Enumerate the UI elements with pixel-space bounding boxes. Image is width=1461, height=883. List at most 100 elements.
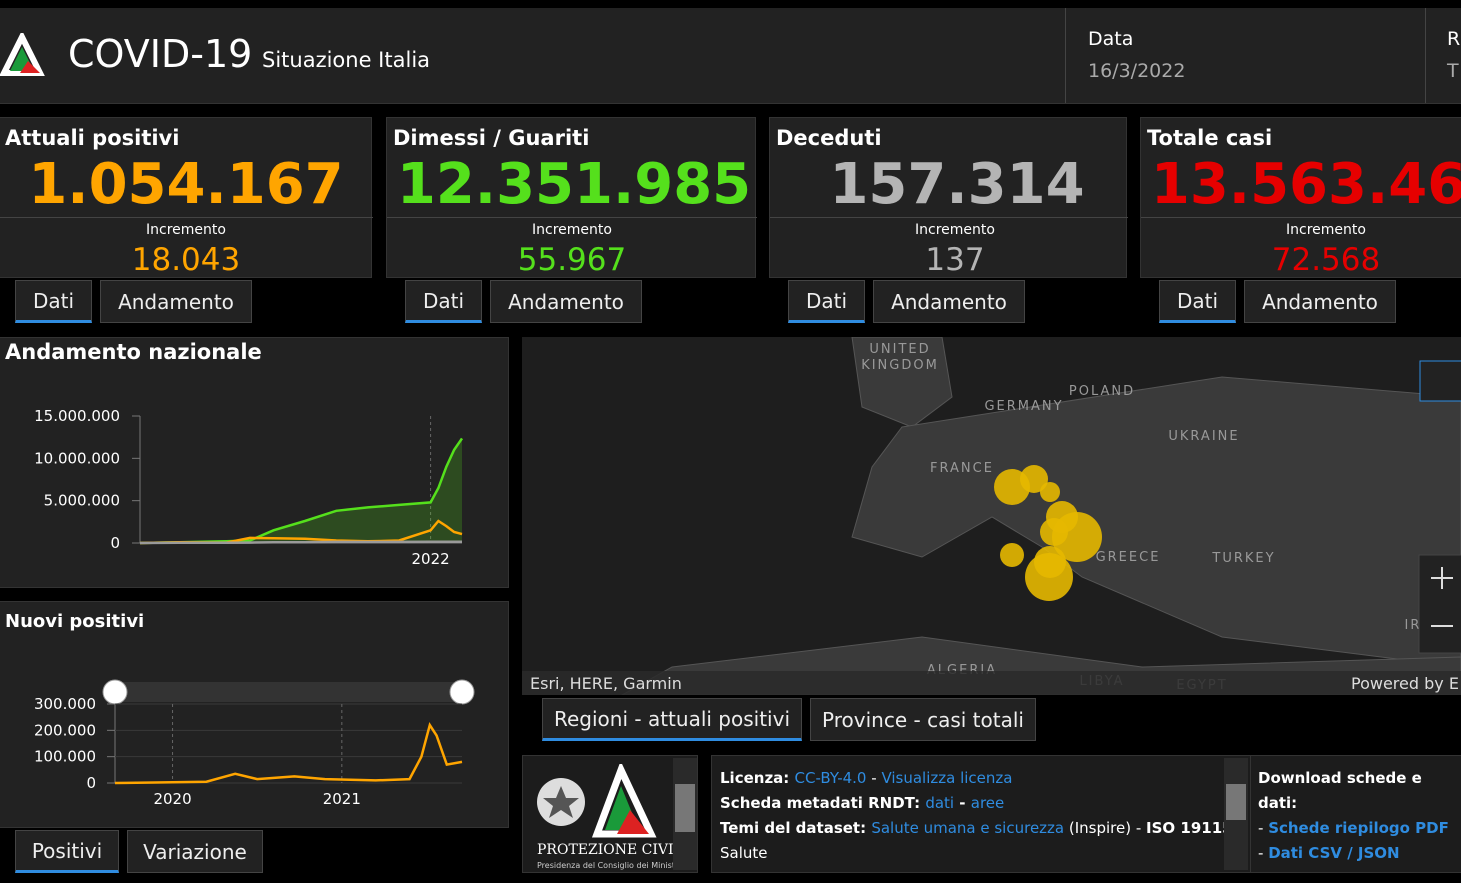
map-label: TURKEY xyxy=(1211,551,1275,566)
series-line xyxy=(139,540,462,545)
info-line: Temi del dataset: Salute umana e sicurez… xyxy=(720,816,1239,841)
y-tick-label: 15.000.000 xyxy=(34,407,120,425)
logo-sub: Presidenza del Consiglio dei Ministri xyxy=(537,861,681,870)
info-segment[interactable]: aree xyxy=(970,794,1005,812)
attribution: Esri, HERE, Garmin xyxy=(530,674,682,693)
map-label: GREECE xyxy=(1096,550,1161,565)
logo-icon xyxy=(0,33,45,76)
scrollbar[interactable] xyxy=(673,758,697,870)
increment-label: Incremento xyxy=(915,222,995,238)
tab[interactable]: Dati xyxy=(1159,280,1236,323)
card-value: 1.054.167 xyxy=(28,152,344,217)
info-segment: Salute xyxy=(720,844,768,862)
info-line: Scheda metadati RNDT: dati - aree xyxy=(720,791,1220,816)
attribution-bar xyxy=(522,671,1461,695)
map-label: FRANCE xyxy=(930,461,994,476)
card-divider xyxy=(770,217,1128,218)
x-tick-label: 2022 xyxy=(411,550,449,568)
map-label: KINGDOM xyxy=(861,358,939,373)
powered-by: Powered by E xyxy=(1351,674,1459,693)
downloads-panel: Download schede e dati: - Schede riepilo… xyxy=(1250,755,1461,873)
subtitle: Situazione Italia xyxy=(262,48,431,72)
info-text: Licenza: CC-BY-4.0 - Visualizza licenza S… xyxy=(720,766,1239,866)
tab[interactable]: Dati xyxy=(405,280,482,323)
info-segment[interactable]: Visualizza licenza xyxy=(881,769,1013,787)
card-divider xyxy=(387,217,757,218)
info-segment: Scheda metadati RNDT: xyxy=(720,794,926,812)
y-tick-label: 100.000 xyxy=(34,748,96,766)
y-tick-label: 5.000.000 xyxy=(44,492,120,510)
land xyxy=(851,337,953,428)
map-label: POLAND xyxy=(1069,384,1135,399)
header: COVID-19 Situazione Italia Data 16/3/202… xyxy=(0,8,1461,104)
cut-value: T xyxy=(1447,60,1459,82)
y-tick-label: 10.000.000 xyxy=(34,449,120,467)
download-item: - Schede riepilogo PDF xyxy=(1258,819,1449,837)
info-line: Licenza: CC-BY-4.0 - Visualizza licenza xyxy=(720,766,1220,791)
x-tick-label: 2020 xyxy=(153,790,191,808)
range-track xyxy=(115,682,462,702)
card-value: 13.563.466 xyxy=(1150,152,1461,217)
increment-value: 55.967 xyxy=(517,242,627,278)
land xyxy=(851,376,1461,668)
tab[interactable]: Regioni - attuali positivi xyxy=(542,698,802,741)
increment-value: 72.568 xyxy=(1271,242,1381,278)
download-link[interactable]: Dati CSV / JSON xyxy=(1268,844,1400,862)
card-title: Totale casi xyxy=(1147,126,1273,150)
divider xyxy=(1065,8,1066,103)
series-area xyxy=(140,438,462,543)
map-bubble xyxy=(1000,543,1024,567)
y-tick-label: 300.000 xyxy=(34,695,96,713)
increment-label: Incremento xyxy=(1286,222,1366,238)
zoom-buttons xyxy=(1418,554,1461,654)
info-segment: - xyxy=(866,769,882,787)
info-segment: (Inspire) - xyxy=(1064,819,1147,837)
tab[interactable]: Dati xyxy=(788,280,865,323)
increment-label: Incremento xyxy=(532,222,612,238)
scrollbar[interactable] xyxy=(1224,758,1248,870)
tab[interactable]: Andamento xyxy=(1244,280,1396,323)
info-segment[interactable]: Salute umana e sicurezza xyxy=(871,819,1065,837)
info-line: Salute xyxy=(720,841,1220,866)
info-segment: Licenza: xyxy=(720,769,795,787)
info-segment: Temi del dataset: xyxy=(720,819,872,837)
tab[interactable]: Dati xyxy=(15,280,92,323)
logos xyxy=(537,764,657,838)
tab[interactable]: Positivi xyxy=(15,830,119,873)
increment-label: Incremento xyxy=(146,222,226,238)
divider xyxy=(1425,8,1426,103)
chart-title: Nuovi positivi xyxy=(5,611,144,632)
download-item: - Dati CSV / JSON xyxy=(1258,844,1400,862)
downloads-title: Download schede e dati: xyxy=(1258,769,1422,812)
tab[interactable]: Andamento xyxy=(873,280,1025,323)
y-tick-label: 0 xyxy=(110,534,120,552)
card-divider xyxy=(1141,217,1461,218)
card: Deceduti 157.314 Incremento 137 xyxy=(769,117,1128,278)
increment-value: 18.043 xyxy=(131,242,241,278)
tab[interactable]: Variazione xyxy=(127,830,263,873)
map-bubble xyxy=(1040,482,1060,502)
charts: Andamento nazionale 0 5.000.000 10.000.000 1… xyxy=(5,340,475,808)
chart-title: Andamento nazionale xyxy=(5,340,262,364)
tab[interactable]: Andamento xyxy=(490,280,642,323)
cut-label: R xyxy=(1447,28,1461,50)
info-segment[interactable]: CC-BY-4.0 xyxy=(794,769,867,787)
download-link[interactable]: Schede riepilogo PDF xyxy=(1268,819,1449,837)
range-handle xyxy=(102,679,128,705)
increment-value: 137 xyxy=(925,242,985,278)
tab[interactable]: Province - casi totali xyxy=(810,698,1036,741)
card-title: Deceduti xyxy=(776,126,882,150)
map-bubble xyxy=(1025,553,1073,601)
map-bubble xyxy=(1040,518,1068,546)
info-segment[interactable]: dati xyxy=(925,794,955,812)
tab[interactable]: Andamento xyxy=(100,280,252,323)
y-tick-label: 200.000 xyxy=(34,721,96,739)
y-tick-label: 0 xyxy=(86,774,96,792)
x-tick-label: 2021 xyxy=(323,790,361,808)
info-segment: - xyxy=(954,794,971,812)
logo-name: PROTEZIONE CIVILE xyxy=(537,842,694,858)
downloads-links: - Schede riepilogo PDF - Dati CSV / JSON xyxy=(1258,816,1449,866)
date-label: Data xyxy=(1088,28,1134,50)
